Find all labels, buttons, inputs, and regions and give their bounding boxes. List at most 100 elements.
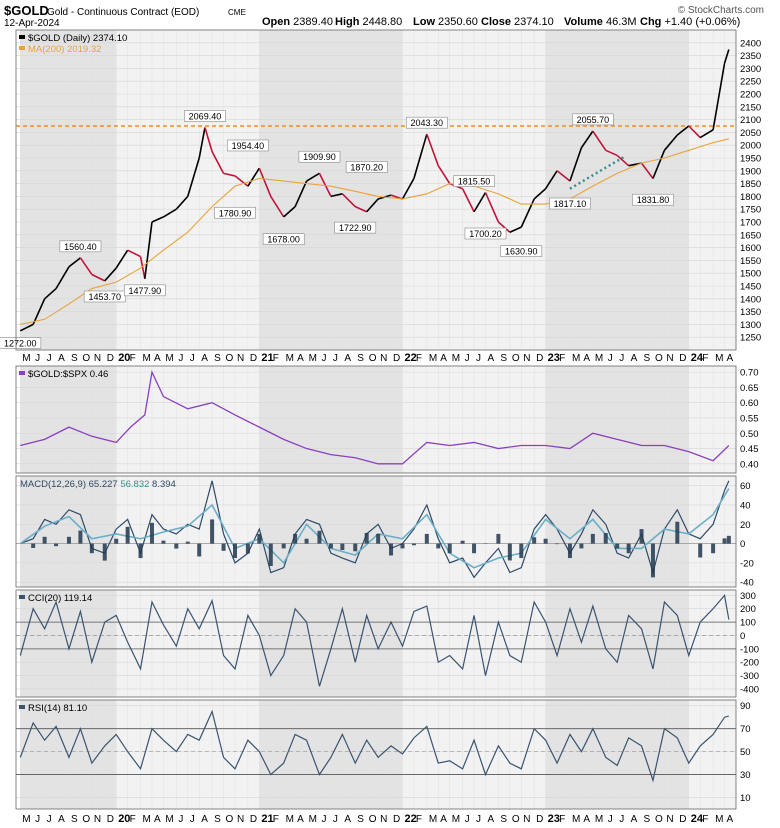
y-tick-label: 100 — [740, 618, 756, 629]
x-tick-label: O — [512, 814, 520, 825]
histogram-bar — [257, 533, 262, 544]
y-tick-label: 2300 — [740, 64, 761, 75]
x-tick-label: O — [655, 814, 663, 825]
y-tick-label: 0.70 — [740, 368, 759, 379]
price-segment — [354, 205, 368, 213]
x-tick-label: M — [22, 353, 30, 364]
legend-text: RSI(14) 81.10 — [28, 703, 87, 714]
x-tick-label: J — [35, 353, 40, 364]
histogram-bar — [245, 543, 250, 554]
histogram-bar — [675, 521, 680, 544]
series-line-ma-200- — [20, 138, 729, 325]
histogram-bar — [54, 543, 59, 547]
annotation-box — [0, 337, 42, 349]
panel-cci: -400 -300 -200 -100 0 100 200 300 CCI(20) 119.14 — [15, 589, 759, 698]
x-tick-label: N — [523, 353, 530, 364]
series-line-ratio — [20, 369, 730, 465]
annotation-label: 1909.90 — [303, 152, 336, 162]
ohlc-value: 2350.60 — [435, 16, 478, 28]
annotation-label: 1453.70 — [88, 292, 121, 302]
ohlc-value: +1.40 (+0.06%) — [661, 16, 740, 28]
legend-swatch — [19, 371, 25, 375]
price-segment — [556, 170, 571, 182]
x-tick-label: M — [165, 814, 173, 825]
x-tick-label: N — [237, 814, 244, 825]
histogram-bar — [472, 543, 477, 554]
x-tick-label: A — [488, 814, 495, 825]
histogram-bar — [411, 543, 416, 546]
x-tick-label: O — [369, 353, 377, 364]
x-tick-label: J — [333, 353, 338, 364]
price-segment — [144, 221, 153, 279]
date-label: 12-Apr-2024 — [4, 18, 60, 29]
annotation-box — [500, 245, 543, 257]
x-tick-label: J — [608, 353, 613, 364]
x-tick-label: 21 — [261, 352, 273, 364]
histogram-bar — [726, 535, 731, 544]
annotation-label: 1815.50 — [458, 177, 491, 187]
x-tick-label: J — [608, 814, 613, 825]
x-tick-label: F — [130, 353, 136, 364]
price-segment — [294, 180, 308, 207]
y-tick-label: 2350 — [740, 51, 761, 62]
y-tick-label: 2000 — [740, 141, 761, 152]
x-tick-label: D — [107, 353, 114, 364]
x-tick-label: A — [488, 353, 495, 364]
price-segment — [341, 193, 356, 208]
price-segment — [79, 257, 93, 275]
x-tick-label: 22 — [404, 352, 416, 364]
annotation-box — [453, 175, 495, 187]
histogram-bar — [722, 538, 727, 544]
price-segment — [44, 287, 57, 300]
x-tick-label: M — [452, 814, 460, 825]
x-tick-label: O — [226, 353, 234, 364]
x-tick-label: N — [94, 814, 101, 825]
y-tick-label: -40 — [740, 578, 754, 589]
panel-legend: CCI(20) 119.14 — [19, 593, 92, 604]
y-tick-label: -20 — [740, 558, 754, 569]
x-tick-label: O — [655, 353, 663, 364]
price-segment — [652, 150, 666, 179]
year-band — [688, 366, 736, 473]
price-segment — [723, 49, 730, 64]
x-tick-label: M — [286, 353, 294, 364]
price-segment — [204, 127, 213, 152]
histogram-bar — [364, 532, 369, 544]
x-tick-label: A — [440, 814, 447, 825]
x-tick-label: A — [631, 353, 638, 364]
x-tick-label: A — [440, 353, 447, 364]
x-tick-label: M — [572, 353, 580, 364]
x-tick-label: J — [465, 814, 470, 825]
price-segment — [91, 273, 106, 282]
annotation-label: 1477.90 — [129, 286, 162, 296]
x-tick-label: A — [58, 814, 65, 825]
histogram-bar — [221, 543, 226, 551]
x-tick-label: M — [429, 353, 437, 364]
price-segment — [283, 206, 296, 218]
x-tick-label: S — [214, 814, 221, 825]
x-tick-label: J — [190, 814, 195, 825]
y-tick-label: 2250 — [740, 77, 761, 88]
x-tick-label: A — [58, 353, 65, 364]
histogram-bar — [138, 543, 143, 559]
annotation-box — [345, 161, 388, 173]
x-axis: M J J A S O N D 20 F M A M J J A S O N D 21 F M A M J J A S O N D 22 F M A M… — [22, 352, 733, 825]
histogram-bar — [78, 530, 83, 544]
legend-text: $GOLD:$SPX 0.46 — [28, 369, 108, 380]
x-tick-label: J — [465, 353, 470, 364]
x-tick-label: D — [679, 353, 686, 364]
y-tick-label: 1850 — [740, 179, 761, 190]
annotation-box — [572, 113, 614, 126]
ohlc-label: High — [335, 16, 360, 28]
panel-frame — [15, 365, 737, 474]
y-tick-label: 1500 — [740, 269, 761, 280]
panel-frame — [15, 699, 737, 810]
y-tick-label: 10 — [740, 793, 751, 804]
price-segment — [198, 127, 206, 159]
price-segment — [68, 257, 81, 268]
y-tick-label: 0.50 — [740, 429, 759, 440]
price-segment — [151, 216, 164, 223]
x-tick-label: S — [71, 814, 78, 825]
